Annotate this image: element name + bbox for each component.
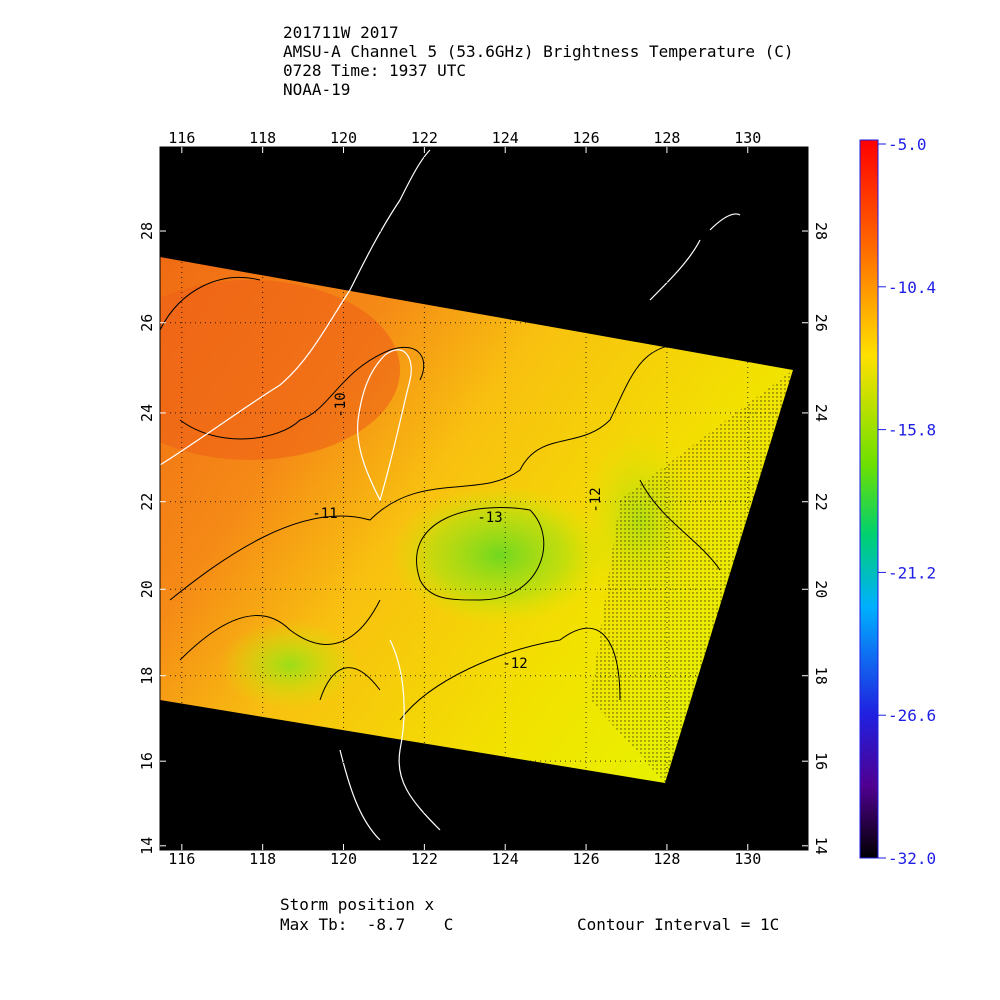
contour-label: -13 — [477, 510, 502, 526]
y-tick-label: 28 — [138, 222, 156, 240]
colorbar-tick-label: -10.4 — [888, 278, 936, 297]
contour-labels: -10 -11 -12 -13 -12 — [312, 392, 604, 672]
storm-position: Storm position x — [280, 895, 434, 914]
contour-label: -11 — [312, 506, 337, 522]
x-tick-label: 126 — [573, 129, 600, 147]
map-frame — [159, 146, 809, 851]
x-tick-label: 118 — [249, 850, 276, 868]
y-tick-label: 24 — [812, 404, 830, 422]
axes: 116 116 118 118 120 120 122 122 124 124 126 126 128 1… — [138, 129, 830, 868]
y-tick-label: 24 — [138, 404, 156, 422]
x-tick-label: 130 — [734, 129, 761, 147]
x-tick-label: 116 — [168, 129, 195, 147]
x-tick-label: 126 — [573, 850, 600, 868]
y-tick-label: 26 — [812, 314, 830, 332]
y-tick-label: 28 — [812, 222, 830, 240]
y-tick-label: 14 — [812, 837, 830, 855]
x-tick-label: 118 — [249, 129, 276, 147]
x-tick-label: 128 — [653, 129, 680, 147]
y-tick-label: 18 — [138, 667, 156, 685]
header-line: 0728 Time: 1937 UTC — [283, 61, 466, 80]
x-tick-label: 128 — [653, 850, 680, 868]
contour-label: -12 — [588, 487, 604, 512]
contour-label: -10 — [333, 392, 349, 417]
colorbar-tick-label: -32.0 — [888, 849, 936, 868]
x-tick-label: 124 — [492, 129, 519, 147]
x-tick-label: 120 — [330, 850, 357, 868]
colorbar-tick-label: -26.6 — [888, 706, 936, 725]
x-tick-label: 122 — [411, 850, 438, 868]
contour-interval: Contour Interval = 1C — [577, 915, 779, 934]
y-tick-label: 20 — [812, 580, 830, 598]
colorbar-tick-label: -21.2 — [888, 563, 936, 582]
x-tick-label: 116 — [168, 850, 195, 868]
colorbar-tick-label: -15.8 — [888, 421, 936, 440]
x-tick-label: 130 — [734, 850, 761, 868]
y-tick-label: 26 — [138, 314, 156, 332]
colorbar-tick-label: -5.0 — [888, 135, 927, 154]
header-line: AMSU-A Channel 5 (53.6GHz) Brightness Te… — [283, 42, 794, 61]
y-tick-label: 16 — [812, 752, 830, 770]
y-tick-label: 22 — [812, 493, 830, 511]
contour-label: -12 — [502, 656, 527, 672]
y-tick-label: 14 — [138, 837, 156, 855]
x-tick-label: 120 — [330, 129, 357, 147]
x-tick-label: 122 — [411, 129, 438, 147]
x-tick-label: 124 — [492, 850, 519, 868]
header-line: 201711W 2017 — [283, 23, 399, 42]
colorbar-axis: -5.0 -10.4 -15.8 -21.2 -26.6 -32.0 — [878, 135, 936, 868]
colorbar — [859, 139, 879, 859]
y-tick-label: 16 — [138, 752, 156, 770]
y-tick-label: 18 — [812, 667, 830, 685]
graticule — [160, 147, 808, 850]
y-tick-label: 22 — [138, 493, 156, 511]
max-tb: Max Tb: -8.7 C — [280, 915, 453, 934]
y-tick-label: 20 — [138, 580, 156, 598]
header-line: NOAA-19 — [283, 80, 350, 99]
